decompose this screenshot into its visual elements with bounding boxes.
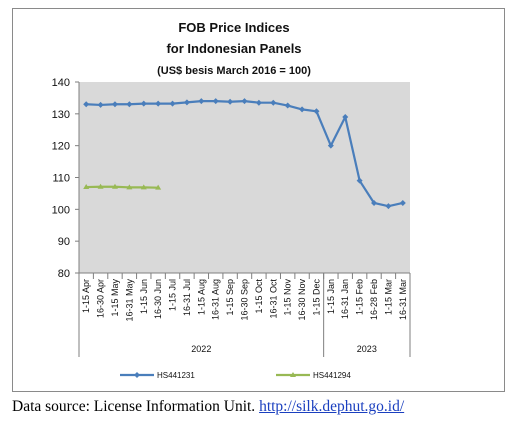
data-point-HS441231 [227, 98, 234, 105]
chart-svg: FOB Price Indices for Indonesian Panels (U… [52, 20, 411, 380]
data-point-HS441231 [83, 101, 90, 108]
x-tick-label: 16-30 Apr [96, 279, 106, 318]
data-point-HS441231 [356, 177, 363, 184]
data-point-HS441294 [126, 184, 133, 190]
chart-title-line: for Indonesian Panels [166, 41, 301, 56]
y-tick-label: 130 [52, 109, 70, 121]
data-point-HS441294 [83, 184, 90, 190]
chart-title-line: FOB Price Indices [178, 20, 289, 35]
data-point-HS441231 [111, 101, 118, 108]
data-point-HS441231 [97, 101, 104, 108]
data-point-HS441231 [183, 99, 190, 106]
data-point-HS441231 [385, 203, 392, 210]
y-tick-label: 90 [58, 236, 70, 248]
x-tick-label: 1-15 Jul [168, 279, 178, 311]
data-source-line: Data source: License Information Unit. h… [12, 398, 404, 416]
legend-label-HS441294: HS441294 [313, 371, 351, 380]
data-point-HS441231 [327, 142, 334, 149]
x-tick-label: 1-15 Oct [254, 279, 264, 314]
data-point-HS441231 [270, 99, 277, 106]
year-group-label: 2022 [191, 344, 211, 354]
data-point-HS441231 [140, 100, 147, 107]
x-tick-label: 16-31 Jan [340, 279, 350, 319]
data-source-link[interactable]: http://silk.dephut.go.id/ [259, 398, 405, 415]
x-tick-label: 16-28 Feb [369, 279, 379, 320]
data-point-HS441231 [299, 106, 306, 113]
x-tick-label: 16-30 Jun [153, 279, 163, 319]
legend-marker-HS441231 [134, 372, 140, 378]
data-point-HS441231 [284, 102, 291, 109]
x-tick-label: 1-15 Aug [196, 279, 206, 315]
data-point-HS441231 [399, 199, 406, 206]
data-point-HS441231 [198, 98, 205, 105]
x-tick-label: 1-15 Nov [283, 279, 293, 316]
data-point-HS441231 [155, 100, 162, 107]
data-point-HS441231 [342, 114, 349, 121]
data-point-HS441231 [313, 108, 320, 115]
x-tick-label: 16-31 Jul [182, 279, 192, 316]
y-tick-label: 110 [52, 173, 70, 185]
chart-frame: FOB Price Indices for Indonesian Panels (U… [12, 8, 505, 392]
y-tick-label: 120 [52, 141, 70, 153]
plot-area [79, 82, 410, 273]
y-tick-label: 80 [58, 268, 70, 280]
y-tick-label: 140 [52, 77, 70, 89]
legend-label-HS441231: HS441231 [157, 371, 195, 380]
year-group-label: 2023 [357, 344, 377, 354]
data-point-HS441231 [126, 101, 133, 108]
x-tick-label: 1-15 Apr [81, 279, 91, 313]
x-tick-label: 16-30 Nov [297, 279, 307, 321]
chart-title-line: (US$ besis March 2016 = 100) [157, 65, 311, 77]
data-point-HS441294 [155, 184, 162, 190]
x-tick-label: 1-15 Mar [383, 279, 393, 315]
data-point-HS441294 [111, 183, 118, 189]
data-point-HS441231 [371, 199, 378, 206]
x-tick-label: 16-31 Mar [398, 279, 408, 320]
series-line-HS441294 [86, 185, 159, 189]
x-tick-label: 1-15 Jun [139, 279, 149, 314]
x-tick-label: 1-15 May [110, 279, 120, 317]
data-point-HS441294 [97, 183, 104, 189]
x-tick-label: 1-15 Dec [311, 279, 321, 316]
x-tick-label: 16-31 May [124, 279, 134, 322]
data-point-HS441231 [212, 98, 219, 105]
y-tick-label: 100 [52, 204, 70, 216]
x-tick-label: 16-31 Oct [268, 279, 278, 319]
x-tick-label: 1-15 Jan [326, 279, 336, 314]
data-point-HS441294 [140, 184, 147, 190]
data-source-text: Data source: License Information Unit. [12, 398, 256, 415]
x-tick-label: 1-15 Sep [225, 279, 235, 316]
data-point-HS441231 [169, 100, 176, 107]
x-tick-label: 1-15 Feb [355, 279, 365, 315]
data-point-HS441231 [241, 98, 248, 105]
x-tick-label: 16-30 Sep [240, 279, 250, 321]
x-tick-label: 16-31 Aug [211, 279, 221, 320]
legend-marker-HS441294 [290, 372, 296, 377]
